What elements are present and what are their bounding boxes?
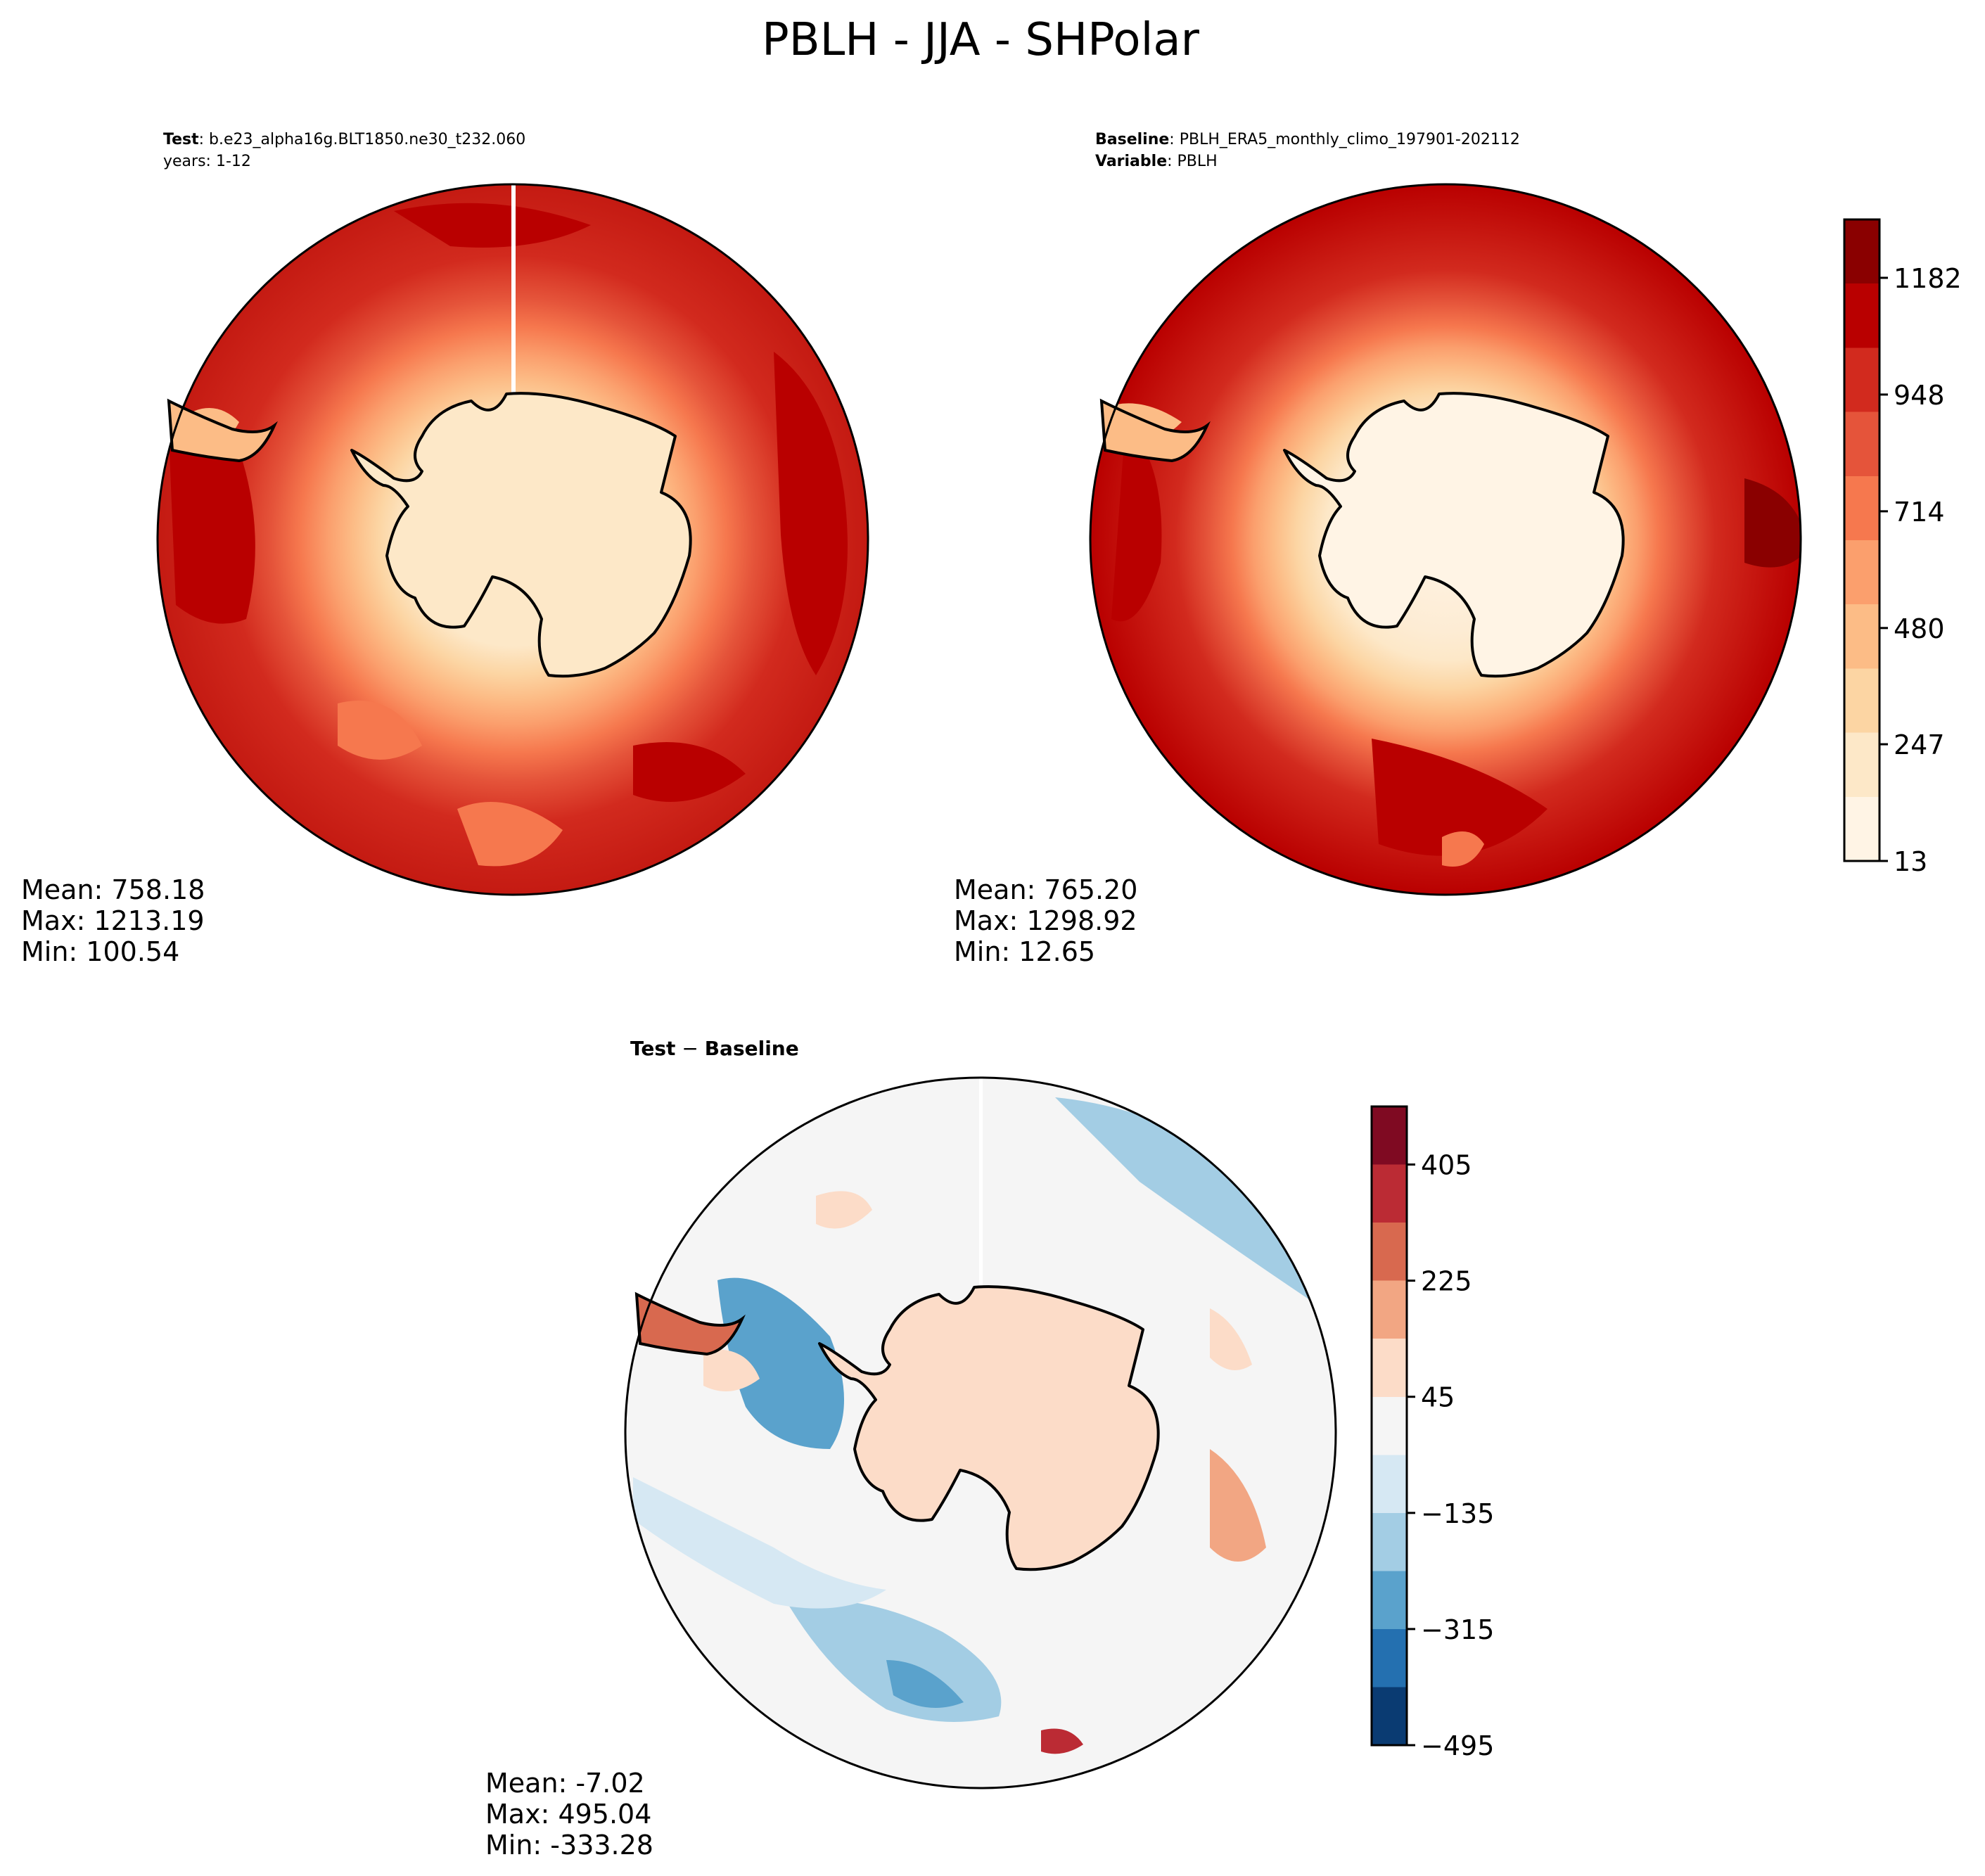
difference-field-blob: [717, 1277, 844, 1449]
difference-title-sep: [675, 1037, 682, 1060]
difference-field-blob: [633, 1477, 886, 1609]
baseline-title: Baseline: PBLH_ERA5_monthly_climo_197901…: [1095, 131, 1520, 148]
difference-field-blob: [1055, 1097, 1336, 1308]
baseline-colorbar-tick-label: 948: [1894, 380, 1945, 411]
baseline-antarctica-coast: [1283, 392, 1625, 678]
difference-panel: Test − Baseline Mean: -7.02 Max: 495.04 …: [485, 1037, 1494, 1861]
test-title-value: b.e23_alpha16g.BLT1850.ne30_t232.060: [209, 131, 525, 148]
difference-colorbar-ticks: −495 −315 −135 45 225 405: [1407, 1150, 1494, 1761]
difference-field-blob: [703, 1349, 760, 1391]
baseline-field-blob: [1111, 422, 1162, 622]
baseline-title-label: Baseline: [1095, 131, 1169, 148]
baseline-stat-mean: Mean: 765.20: [954, 874, 1137, 905]
test-panel: Test: b.e23_alpha16g.BLT1850.ne30_t232.0…: [21, 131, 869, 967]
test-south-america-coast: [167, 398, 278, 463]
baseline-south-america-coast: [1099, 398, 1211, 463]
difference-title-space: [698, 1037, 705, 1060]
difference-field-blob: [1210, 1308, 1252, 1370]
test-map-frame: [156, 183, 869, 896]
baseline-stat-max: Max: 1298.92: [954, 905, 1137, 936]
test-title-sep: :: [199, 131, 209, 148]
difference-colorbar-fill: [1370, 1105, 1408, 1747]
difference-antarctica-coast: [818, 1285, 1160, 1571]
difference-colorbar-tick-label: 45: [1421, 1382, 1455, 1413]
test-field-blob: [338, 701, 422, 760]
baseline-colorbar-tick-label: 1182: [1894, 263, 1962, 294]
test-field-blob: [169, 418, 255, 624]
baseline-colorbar-tick-label: 247: [1894, 729, 1945, 760]
baseline-stat-min: Min: 12.65: [954, 936, 1095, 967]
difference-colorbar-tick-label: −315: [1421, 1614, 1494, 1645]
baseline-colorbar-tick-label: 13: [1894, 846, 1927, 877]
test-field-blob: [633, 742, 746, 802]
baseline-panel: Baseline: PBLH_ERA5_monthly_climo_197901…: [954, 131, 1962, 967]
difference-colorbar-tick-label: −135: [1421, 1498, 1494, 1529]
difference-seam: [979, 1078, 983, 1331]
test-title-label: Test: [163, 131, 199, 148]
test-stat-max: Max: 1213.19: [21, 905, 205, 936]
difference-title-value: Baseline: [705, 1037, 799, 1060]
baseline-variable-sep: :: [1167, 153, 1177, 170]
test-antarctica-coast: [350, 392, 692, 678]
difference-field-blob: [1210, 1449, 1266, 1562]
baseline-map-frame: [1089, 183, 1802, 896]
baseline-title-sep: :: [1169, 131, 1179, 148]
difference-title-label: Test: [630, 1037, 675, 1060]
baseline-field-blob: [1372, 739, 1547, 856]
test-seam: [511, 184, 516, 438]
baseline-colorbar-ticks: 13 247 480 714 948 1182: [1879, 263, 1962, 877]
difference-stat-min: Min: -333.28: [485, 1830, 653, 1861]
difference-title: Test − Baseline: [630, 1037, 799, 1060]
baseline-variable: Variable: PBLH: [1095, 153, 1218, 170]
test-title: Test: b.e23_alpha16g.BLT1850.ne30_t232.0…: [163, 131, 525, 148]
difference-map-frame: [624, 1076, 1337, 1789]
baseline-title-value: PBLH_ERA5_monthly_climo_197901-202112: [1180, 131, 1520, 148]
difference-stat-mean: Mean: -7.02: [485, 1768, 645, 1799]
baseline-field-blob: [1442, 831, 1484, 867]
difference-colorbar-tick-label: 405: [1421, 1150, 1472, 1181]
difference-south-america-coast: [634, 1291, 746, 1356]
baseline-colorbar-tick-label: 480: [1894, 613, 1945, 644]
difference-colorbar: −495 −315 −135 45 225 405: [1370, 1105, 1494, 1761]
baseline-variable-value: PBLH: [1177, 153, 1218, 170]
baseline-colorbar-fill: [1843, 218, 1881, 862]
difference-field-blob: [886, 1660, 964, 1708]
figure-title: PBLH - JJA - SHPolar: [762, 14, 1199, 66]
baseline-colorbar-tick-label: 714: [1894, 497, 1945, 528]
difference-stat-max: Max: 495.04: [485, 1799, 651, 1830]
test-field-blob: [457, 802, 563, 867]
difference-title-minus: −: [682, 1037, 698, 1060]
difference-field-blob: [1041, 1728, 1083, 1754]
test-stat-mean: Mean: 758.18: [21, 874, 205, 905]
difference-colorbar-tick-label: 225: [1421, 1266, 1472, 1297]
difference-colorbar-tick-label: −495: [1421, 1730, 1494, 1761]
test-field-blob: [774, 352, 848, 675]
baseline-colorbar: 13 247 480 714 948 1182: [1843, 218, 1962, 877]
test-field-blob: [394, 203, 591, 248]
baseline-variable-label: Variable: [1095, 153, 1167, 170]
test-subtitle: years: 1-12: [163, 153, 251, 170]
test-stat-min: Min: 100.54: [21, 936, 179, 967]
difference-field-blob: [816, 1191, 872, 1229]
baseline-field-blob: [1744, 478, 1801, 568]
